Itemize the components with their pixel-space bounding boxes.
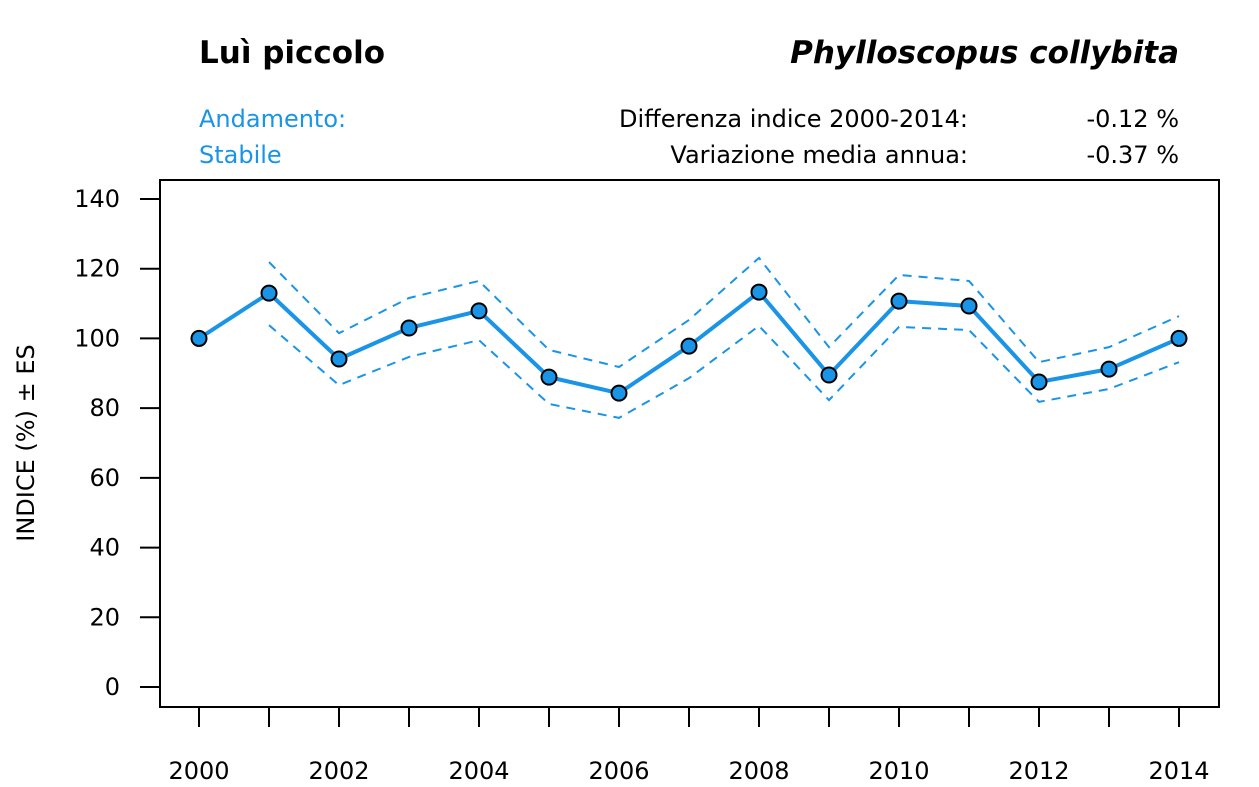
data-point — [190, 329, 208, 347]
chart-title: Luì piccolo — [199, 35, 385, 71]
trend-label: Andamento: — [199, 105, 346, 133]
x-axis: 2000 2002 2004 2006 2008 2010 2012 2014 — [168, 707, 1210, 785]
data-point — [750, 283, 768, 301]
y-tick-label: 0 — [105, 673, 120, 701]
y-tick-label: 140 — [74, 185, 120, 213]
y-tick-label: 120 — [74, 255, 120, 283]
y-tick-label: 60 — [89, 464, 120, 492]
x-tick-label: 2014 — [1148, 757, 1209, 785]
y-tick-label: 20 — [89, 603, 120, 631]
lower-error-line — [268, 324, 1180, 419]
y-axis-label: INDICE (%) ± ES — [12, 344, 40, 541]
data-point — [610, 384, 628, 402]
data-point — [680, 337, 698, 355]
y-axis: 0 20 40 60 80 100 120 140 — [74, 185, 160, 701]
data-point — [1170, 329, 1188, 347]
series-layer — [190, 256, 1188, 419]
x-tick-label: 2006 — [588, 757, 649, 785]
upper-error-line — [268, 256, 1180, 369]
data-point — [540, 368, 558, 386]
annual-change-label: Variazione media annua: — [670, 141, 968, 169]
x-tick-label: 2002 — [308, 757, 369, 785]
x-tick-label: 2008 — [728, 757, 789, 785]
x-tick-label: 2010 — [868, 757, 929, 785]
data-point — [330, 350, 348, 368]
data-point — [960, 297, 978, 315]
diff-label: Differenza indice 2000-2014: — [619, 105, 968, 133]
data-point — [820, 366, 838, 384]
y-tick-label: 100 — [74, 324, 120, 352]
data-point — [1030, 373, 1048, 391]
y-tick-label: 80 — [89, 394, 120, 422]
trend-value: Stabile — [199, 141, 282, 169]
annual-change-value: -0.37 % — [1086, 141, 1179, 169]
data-point — [470, 302, 488, 320]
data-point — [890, 292, 908, 310]
diff-value: -0.12 % — [1086, 105, 1179, 133]
data-point — [260, 284, 278, 302]
plot-frame — [159, 179, 1220, 708]
y-tick-label: 40 — [89, 534, 120, 562]
data-point — [400, 319, 418, 337]
x-tick-label: 2000 — [168, 757, 229, 785]
data-point — [1100, 360, 1118, 378]
x-tick-label: 2004 — [448, 757, 509, 785]
chart-subtitle: Phylloscopus collybita — [790, 35, 1179, 71]
x-tick-label: 2012 — [1008, 757, 1069, 785]
